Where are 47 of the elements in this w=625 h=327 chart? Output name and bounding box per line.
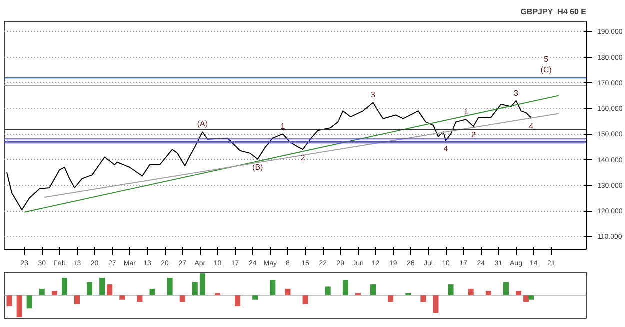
bar: [420, 296, 426, 302]
annotation: 4: [529, 122, 534, 131]
bar: [528, 296, 534, 300]
bar: [52, 291, 58, 296]
annotation: 2: [300, 154, 306, 163]
bar: [235, 296, 241, 306]
annotation: 3: [514, 88, 520, 98]
bar: [468, 288, 474, 296]
bar: [180, 296, 186, 302]
annotation: (C): [540, 66, 552, 75]
annotation: 1: [464, 108, 469, 117]
bar: [325, 286, 331, 296]
bar: [100, 278, 106, 296]
bar: [16, 296, 22, 318]
bar: [167, 278, 173, 296]
bar: [200, 274, 206, 296]
bar: [137, 296, 143, 302]
annotation: 4: [444, 144, 449, 154]
bar: [433, 296, 439, 314]
bar: [516, 291, 522, 296]
bar: [6, 296, 12, 306]
bar: [486, 291, 492, 296]
bar: [192, 282, 198, 296]
annotation: 5: [544, 55, 550, 64]
bar: [39, 288, 45, 296]
bar: [252, 296, 258, 300]
chart-title: GBPJPY_H4 60 E: [520, 8, 588, 16]
annotation: 1: [280, 122, 286, 132]
annotation: (B): [252, 162, 264, 172]
bar: [370, 284, 376, 296]
bar: [120, 296, 126, 300]
bar: [270, 280, 276, 296]
bar: [302, 296, 308, 304]
bar: [342, 280, 348, 296]
bar: [26, 296, 32, 309]
bar: [150, 288, 156, 296]
bar: [448, 284, 454, 296]
bar: [503, 282, 509, 296]
bar: [87, 282, 93, 296]
bar: [285, 288, 291, 296]
annotation: (A): [197, 120, 208, 129]
bar: [107, 284, 113, 296]
bar: [74, 296, 80, 304]
annotation: 3: [371, 90, 376, 100]
bar: [62, 278, 68, 296]
bar: [388, 296, 394, 302]
annotation: 2: [471, 130, 476, 140]
